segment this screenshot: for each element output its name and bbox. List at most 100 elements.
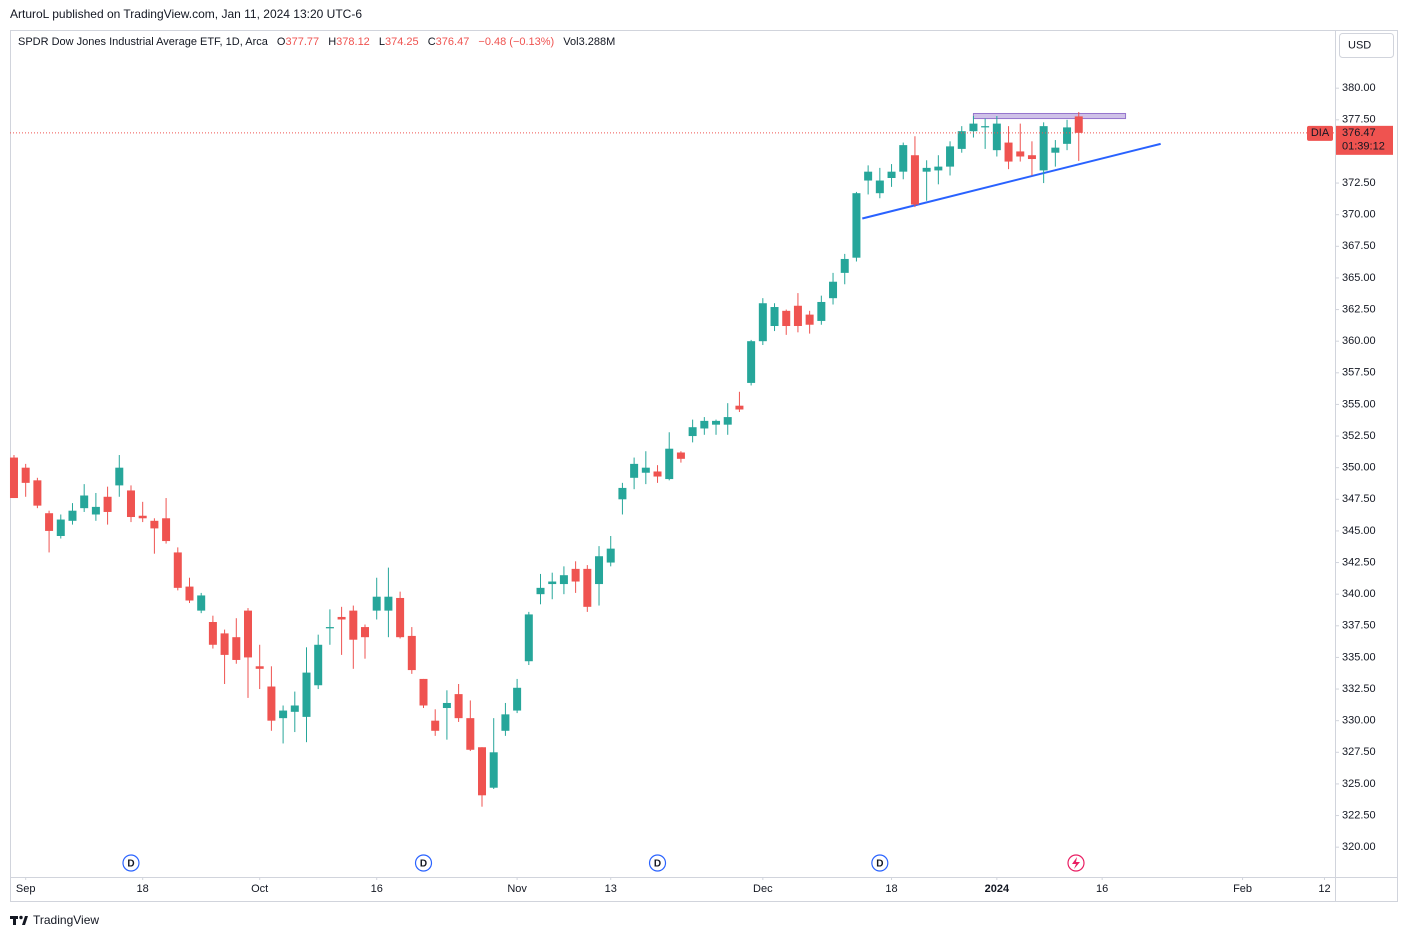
y-tick-label: 370.00 — [1342, 209, 1376, 221]
candle-body — [1027, 155, 1036, 160]
symbol-tag: DIA — [1311, 127, 1330, 139]
candle-body — [255, 666, 264, 669]
footer-logo — [10, 915, 28, 925]
candle-body — [103, 496, 112, 512]
x-tick-label: 2024 — [985, 883, 1010, 895]
candle-body — [138, 515, 147, 519]
y-tick-label: 365.00 — [1342, 272, 1376, 284]
y-tick-label: 357.50 — [1342, 367, 1376, 379]
x-tick-label: 18 — [137, 883, 149, 895]
x-tick-label: Feb — [1233, 883, 1252, 895]
candle-body — [372, 596, 381, 611]
x-tick-label: 16 — [1096, 883, 1108, 895]
y-tick-label: 342.50 — [1342, 556, 1376, 568]
candle-body — [747, 341, 756, 383]
ohlc-label: H — [328, 36, 336, 48]
y-tick-label: 335.00 — [1342, 651, 1376, 663]
candle-body — [185, 586, 194, 601]
candle-body — [630, 463, 639, 478]
candle-body — [559, 575, 568, 585]
event-label: D — [654, 859, 661, 870]
event-circle — [871, 854, 889, 872]
event-flag[interactable] — [1067, 854, 1085, 872]
x-tick-label: Oct — [251, 883, 268, 895]
y-tick-label: 322.50 — [1342, 809, 1376, 821]
candle-body — [466, 718, 475, 750]
candle-body — [887, 171, 896, 179]
y-tick-label: 350.00 — [1342, 462, 1376, 474]
event-circle — [648, 854, 667, 872]
candle-body — [243, 610, 252, 658]
candle-body — [910, 155, 919, 205]
ohlc-value: 378.12 — [336, 36, 370, 48]
y-tick-label: 332.50 — [1342, 683, 1376, 695]
candle-body — [700, 420, 709, 429]
y-tick-label: 340.00 — [1342, 588, 1376, 600]
lightning-icon — [1072, 857, 1080, 869]
ohlc-label: L — [379, 36, 385, 48]
symbol-title: SPDR Dow Jones Industrial Average ETF, 1… — [18, 36, 269, 48]
event-marker[interactable]: D — [414, 854, 433, 872]
candle-body — [571, 568, 580, 582]
candle-body — [758, 303, 767, 342]
countdown: 01:39:12 — [1342, 141, 1385, 153]
ohlc-value: 377.77 — [285, 36, 319, 48]
candle-body — [946, 146, 955, 167]
event-label: D — [127, 859, 134, 870]
candle-body — [407, 635, 416, 671]
x-tick-label: 18 — [885, 883, 897, 895]
last-price-box — [1336, 125, 1393, 155]
candle-body — [33, 480, 42, 506]
x-tick-label: Dec — [753, 883, 773, 895]
event-marker[interactable]: D — [871, 854, 889, 872]
candle-body — [454, 694, 463, 719]
y-tick-label: 337.50 — [1342, 620, 1376, 632]
candle-body — [770, 307, 779, 327]
currency-box[interactable] — [1339, 33, 1394, 58]
ohlc-value: 376.47 — [436, 36, 470, 48]
y-tick-label: 325.00 — [1342, 778, 1376, 790]
event-label: D — [876, 859, 883, 870]
candle-body — [793, 305, 802, 327]
volume: Vol3.288M — [563, 36, 615, 48]
candle-body — [208, 622, 217, 645]
brand: TradingView — [33, 913, 99, 927]
event-circle — [414, 854, 433, 872]
logo-part — [22, 916, 28, 925]
candle-body — [361, 627, 370, 638]
event-marker[interactable]: D — [648, 854, 667, 872]
y-tick-label: 347.50 — [1342, 493, 1376, 505]
y-tick-label: 330.00 — [1342, 715, 1376, 727]
y-tick-label: 380.00 — [1342, 82, 1376, 94]
candle-body — [1051, 147, 1060, 153]
candle-body — [1004, 142, 1013, 162]
candle-body — [934, 166, 943, 171]
candle-body — [314, 644, 323, 686]
candle-body — [197, 595, 206, 611]
candle-body — [688, 427, 697, 437]
event-marker[interactable]: D — [122, 854, 140, 872]
candle-body — [513, 687, 522, 711]
candle-body — [899, 145, 908, 172]
candle-body — [548, 581, 557, 585]
logo-part — [19, 915, 23, 920]
currency[interactable]: USD — [1348, 39, 1371, 51]
candle-body — [864, 171, 873, 181]
candle-body — [618, 487, 627, 500]
candle-body — [712, 420, 721, 425]
candle-body — [290, 705, 299, 712]
x-tick-label: 12 — [1318, 883, 1330, 895]
y-tick-label: 360.00 — [1342, 335, 1376, 347]
candle-body — [478, 747, 487, 796]
candle-body — [583, 568, 592, 607]
candle-body — [595, 556, 604, 585]
candle-body — [126, 490, 135, 518]
candle-body — [45, 513, 54, 531]
candle-body — [606, 548, 615, 563]
y-tick-label: 345.00 — [1342, 525, 1376, 537]
candle-body — [302, 672, 311, 717]
candle-body — [9, 457, 18, 499]
last-price: 376.47 — [1342, 127, 1376, 139]
candle-body — [419, 678, 428, 706]
